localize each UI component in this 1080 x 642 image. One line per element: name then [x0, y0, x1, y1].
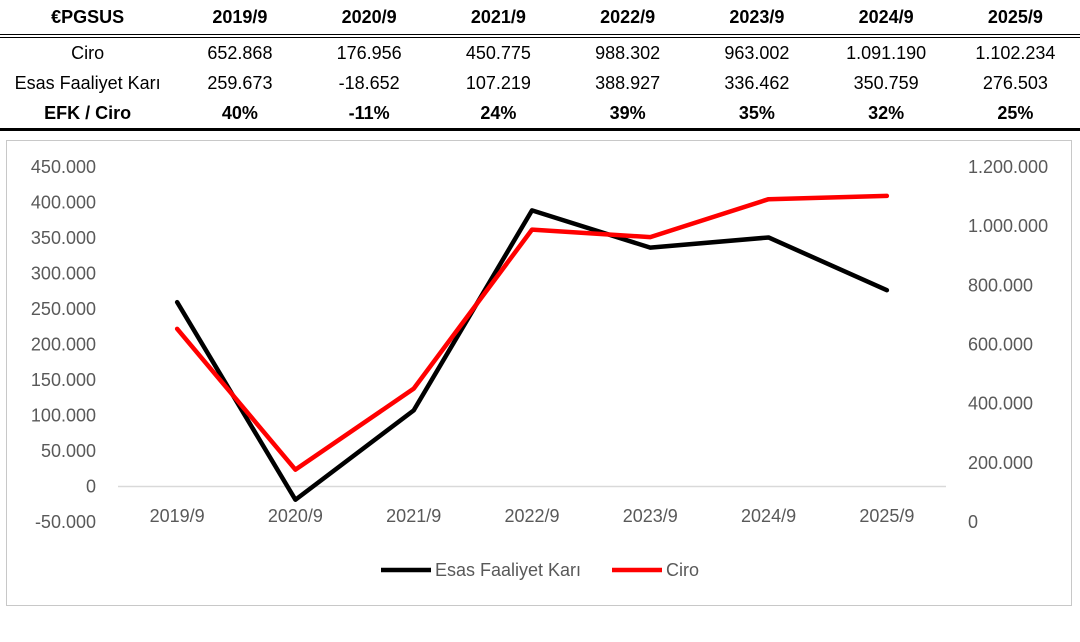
- right-axis-tick-label: 200.000: [968, 453, 1033, 473]
- table-cell: 652.868: [207, 42, 273, 63]
- table-row-ciro: Ciro 652.868 176.956 450.775 988.302 963…: [0, 36, 1080, 68]
- table-cell: 107.219: [465, 72, 531, 93]
- row-label: Ciro: [71, 42, 105, 63]
- table-cell: -18.652: [338, 72, 400, 93]
- chart-frame: [6, 140, 1072, 606]
- table-cell: 1.091.190: [846, 42, 927, 63]
- left-axis-tick-label: 400.000: [31, 193, 96, 213]
- x-axis-tick-label: 2025/9: [859, 506, 914, 526]
- header-year: 2020/9: [341, 6, 397, 27]
- table-row-efk: Esas Faaliyet Karı 259.673 -18.652 107.2…: [0, 68, 1080, 98]
- data-table-wrap: €PGSUS 2019/9 2020/9 2021/9 2022/9 2023/…: [0, 0, 1080, 131]
- table-cell: 25%: [997, 102, 1034, 123]
- left-axis-tick-label: 200.000: [31, 335, 96, 355]
- table-cell: 24%: [480, 102, 517, 123]
- table-cell: 32%: [868, 102, 905, 123]
- header-year: 2025/9: [987, 6, 1043, 27]
- table-header-row: €PGSUS 2019/9 2020/9 2021/9 2022/9 2023/…: [0, 0, 1080, 36]
- header-year: 2019/9: [212, 6, 268, 27]
- left-axis-tick-label: -50.000: [35, 512, 96, 532]
- right-axis-tick-label: 0: [968, 512, 978, 532]
- table-row-margin: EFK / Ciro 40% -11% 24% 39% 35% 32% 25%: [0, 98, 1080, 130]
- left-axis-tick-label: 50.000: [41, 441, 96, 461]
- table-cell: 259.673: [207, 72, 273, 93]
- left-axis-tick-label: 0: [86, 477, 96, 497]
- right-axis-tick-label: 400.000: [968, 394, 1033, 414]
- right-axis-tick-label: 800.000: [968, 275, 1033, 295]
- right-axis-tick-label: 1.000.000: [968, 216, 1048, 236]
- header-year: 2022/9: [600, 6, 656, 27]
- table-cell: 450.775: [465, 42, 531, 63]
- legend-label: Ciro: [666, 560, 699, 580]
- x-axis-tick-label: 2021/9: [386, 506, 441, 526]
- right-axis-tick-label: 600.000: [968, 335, 1033, 355]
- row-label: Esas Faaliyet Karı: [14, 72, 161, 93]
- table-cell: 350.759: [853, 72, 919, 93]
- table-cell: 336.462: [724, 72, 790, 93]
- series-line-ciro: [174, 193, 890, 472]
- table-cell: 988.302: [595, 42, 661, 63]
- row-label: EFK / Ciro: [44, 102, 132, 123]
- table-cell: 388.927: [595, 72, 661, 93]
- x-axis-tick-label: 2022/9: [504, 506, 559, 526]
- table-cell: 176.956: [336, 42, 402, 63]
- header-year: 2023/9: [729, 6, 785, 27]
- legend-label: Esas Faaliyet Karı: [435, 560, 581, 580]
- financial-table: €PGSUS 2019/9 2020/9 2021/9 2022/9 2023/…: [0, 0, 1080, 131]
- left-axis-tick-label: 450.000: [31, 157, 96, 177]
- table-cell: 39%: [609, 102, 646, 123]
- header-year: 2024/9: [858, 6, 914, 27]
- table-cell: 1.102.234: [975, 42, 1056, 63]
- left-axis-tick-label: 100.000: [31, 406, 96, 426]
- table-cell: 35%: [738, 102, 775, 123]
- header-year: 2021/9: [470, 6, 526, 27]
- right-axis-tick-label: 1.200.000: [968, 157, 1048, 177]
- header-ticker: €PGSUS: [51, 6, 125, 27]
- x-axis-tick-label: 2019/9: [150, 506, 205, 526]
- table-cell: -11%: [348, 102, 390, 123]
- left-axis-tick-label: 250.000: [31, 299, 96, 319]
- x-axis-tick-label: 2024/9: [741, 506, 796, 526]
- left-axis-tick-label: 350.000: [31, 228, 96, 248]
- left-axis-tick-label: 150.000: [31, 370, 96, 390]
- table-cell: 40%: [221, 102, 258, 123]
- table-cell: 276.503: [982, 72, 1048, 93]
- x-axis-tick-label: 2023/9: [623, 506, 678, 526]
- left-axis-tick-label: 300.000: [31, 264, 96, 284]
- x-axis-tick-label: 2020/9: [268, 506, 323, 526]
- table-cell: 963.002: [724, 42, 790, 63]
